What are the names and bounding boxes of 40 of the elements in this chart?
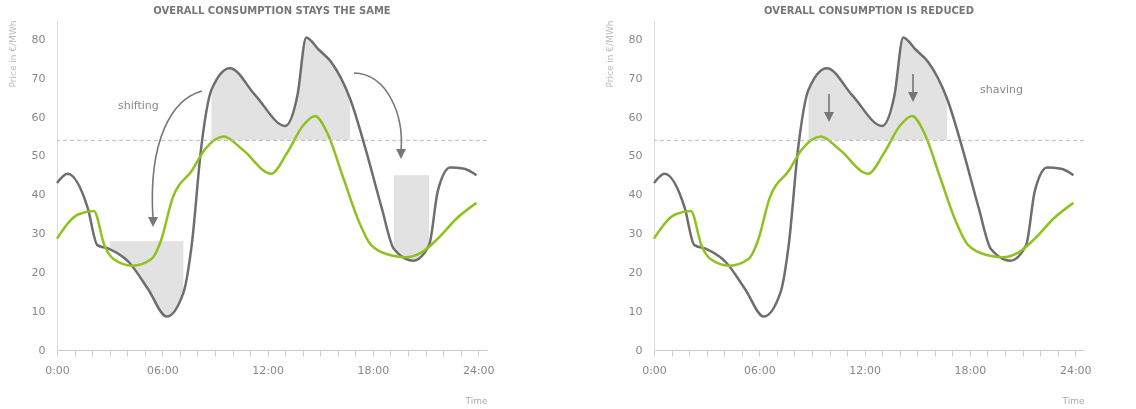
y-tick-label: 50: [31, 149, 46, 163]
y-tick-label: 70: [628, 71, 643, 85]
x-axis-title: Time: [464, 395, 488, 406]
line-series: [652, 36, 1075, 318]
y-tick-label: 40: [31, 188, 46, 202]
chart-title: OVERALL CONSUMPTION IS REDUCED: [764, 5, 974, 16]
y-tick-label: 80: [31, 32, 46, 46]
y-tick-label: 0: [635, 343, 643, 357]
y-tick-label: 60: [628, 110, 643, 124]
y-tick-label: 10: [628, 304, 643, 318]
x-tick-label: 18:00: [357, 363, 390, 377]
y-tick-label: 20: [628, 265, 643, 279]
y-tick-label: 60: [31, 110, 46, 124]
x-tick-label: 18:00: [954, 363, 987, 377]
y-tick-label: 70: [31, 71, 46, 85]
y-tick-label: 80: [628, 32, 643, 46]
y-tick-label: 50: [628, 149, 643, 163]
y-tick-label: 20: [31, 265, 46, 279]
x-tick-label: 0:00: [642, 363, 667, 377]
y-tick-label: 30: [31, 227, 46, 241]
x-tick-label: 24:00: [1059, 363, 1092, 377]
line-series: [652, 114, 1075, 267]
x-tick-label: 12:00: [849, 363, 881, 377]
x-tick-label: 24:00: [462, 363, 495, 377]
line-series: [55, 114, 478, 267]
x-tick-label: 06:00: [743, 363, 776, 377]
y-tick-label: 10: [31, 304, 46, 318]
x-axis-title: Time: [1061, 395, 1085, 406]
y-axis-title: Price in €/MWh: [7, 20, 18, 88]
x-tick-label: 06:00: [146, 363, 179, 377]
annotation: shifting: [118, 99, 159, 112]
y-tick-label: 30: [628, 227, 643, 241]
annotation: shaving: [980, 83, 1023, 96]
y-tick-label: 40: [628, 188, 643, 202]
x-tick-label: 12:00: [252, 363, 284, 377]
chart-title: OVERALL CONSUMPTION STAYS THE SAME: [153, 5, 391, 16]
line-series: [55, 36, 478, 318]
y-tick-label: 0: [38, 343, 46, 357]
y-axis-title: Price in €/MWh: [604, 20, 615, 88]
x-tick-label: 0:00: [45, 363, 70, 377]
